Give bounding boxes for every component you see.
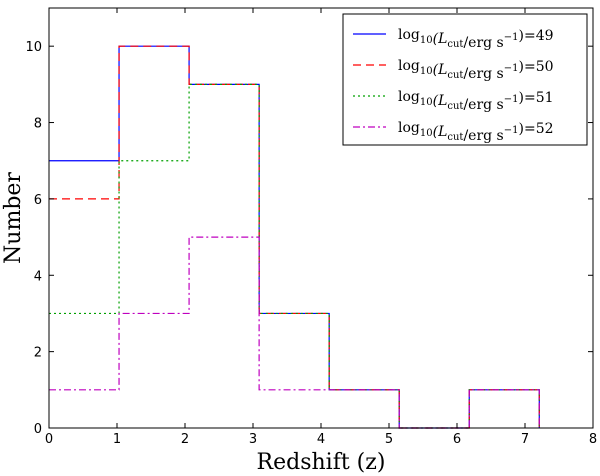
y-tick-label: 10 bbox=[25, 40, 42, 55]
x-tick-label: 2 bbox=[181, 432, 189, 447]
legend: log10(Lcut/erg s−1)=49 log10(Lcut/erg s−1… bbox=[342, 13, 588, 146]
y-tick-label: 2 bbox=[34, 346, 42, 361]
x-tick-label: 8 bbox=[589, 432, 597, 447]
y-tick-label: 0 bbox=[34, 422, 42, 437]
series-line-2 bbox=[49, 45, 540, 429]
x-tick-label: 3 bbox=[249, 432, 257, 447]
legend-box bbox=[342, 13, 588, 146]
x-tick-label: 4 bbox=[317, 432, 325, 447]
series-layer bbox=[49, 45, 540, 429]
series-line-3 bbox=[49, 83, 540, 429]
legend-label-4: log10(Lcut/erg s−1)=52 bbox=[398, 120, 554, 144]
y-axis-title: Number bbox=[1, 172, 26, 264]
y-tick-label: 6 bbox=[34, 193, 42, 208]
x-tick-label: 5 bbox=[385, 432, 393, 447]
x-tick-label: 0 bbox=[45, 432, 53, 447]
series-line-4 bbox=[49, 236, 540, 429]
y-tick-label: 8 bbox=[34, 117, 42, 132]
legend-label-3: log10(Lcut/erg s−1)=51 bbox=[398, 89, 554, 113]
tick-layer: 0 1 2 3 4 5 6 7 8 0 2 4 6 8 10 bbox=[25, 8, 597, 447]
x-axis-title: Redshift (z) bbox=[257, 450, 386, 475]
legend-label-2: log10(Lcut/erg s−1)=50 bbox=[398, 58, 554, 82]
legend-label-1: log10(Lcut/erg s−1)=49 bbox=[398, 27, 554, 51]
y-tick-label: 4 bbox=[34, 269, 42, 284]
x-tick-label: 7 bbox=[521, 432, 529, 447]
x-tick-label: 1 bbox=[113, 432, 121, 447]
x-tick-label: 6 bbox=[453, 432, 461, 447]
